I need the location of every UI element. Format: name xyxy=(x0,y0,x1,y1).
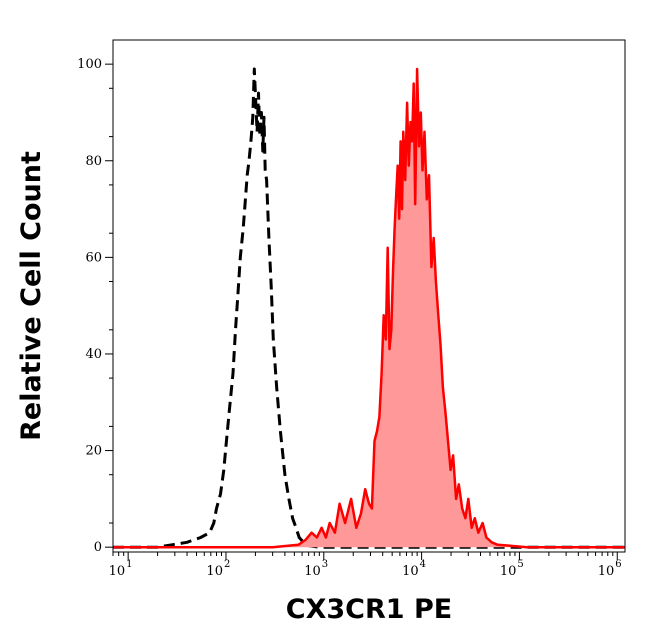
x-tick-base: 10 xyxy=(402,564,419,579)
x-axis-title: CX3CR1 PE xyxy=(286,594,452,625)
y-tick-label: 0 xyxy=(94,540,102,555)
x-tick-base: 10 xyxy=(500,564,517,579)
plot-frame xyxy=(112,39,626,553)
y-axis-title: Relative Cell Count xyxy=(16,151,47,441)
series-layer xyxy=(113,67,625,549)
x-tick-exponent: 3 xyxy=(322,559,328,570)
x-tick-base: 10 xyxy=(206,564,223,579)
y-tick-label: 40 xyxy=(85,347,102,362)
series-1-line xyxy=(113,67,625,549)
y-tick-label: 80 xyxy=(85,154,102,169)
x-axis: 10 1 10 2 10 3 10 4 10 5 10 6 xyxy=(109,552,622,579)
x-tick-base: 10 xyxy=(598,564,615,579)
x-tick-exponent: 6 xyxy=(615,559,621,570)
y-tick-label: 100 xyxy=(77,57,102,72)
x-tick-base: 10 xyxy=(304,564,321,579)
x-tick-exponent: 1 xyxy=(126,559,132,570)
x-tick-exponent: 4 xyxy=(420,559,426,570)
y-axis: 0 20 40 60 80 100 xyxy=(77,57,113,555)
series-0-line xyxy=(113,67,625,549)
y-tick-label: 60 xyxy=(85,250,102,265)
y-tick-label: 20 xyxy=(85,444,102,459)
x-tick-exponent: 2 xyxy=(224,559,230,570)
x-tick-exponent: 5 xyxy=(517,559,523,570)
x-tick-base: 10 xyxy=(109,564,126,579)
